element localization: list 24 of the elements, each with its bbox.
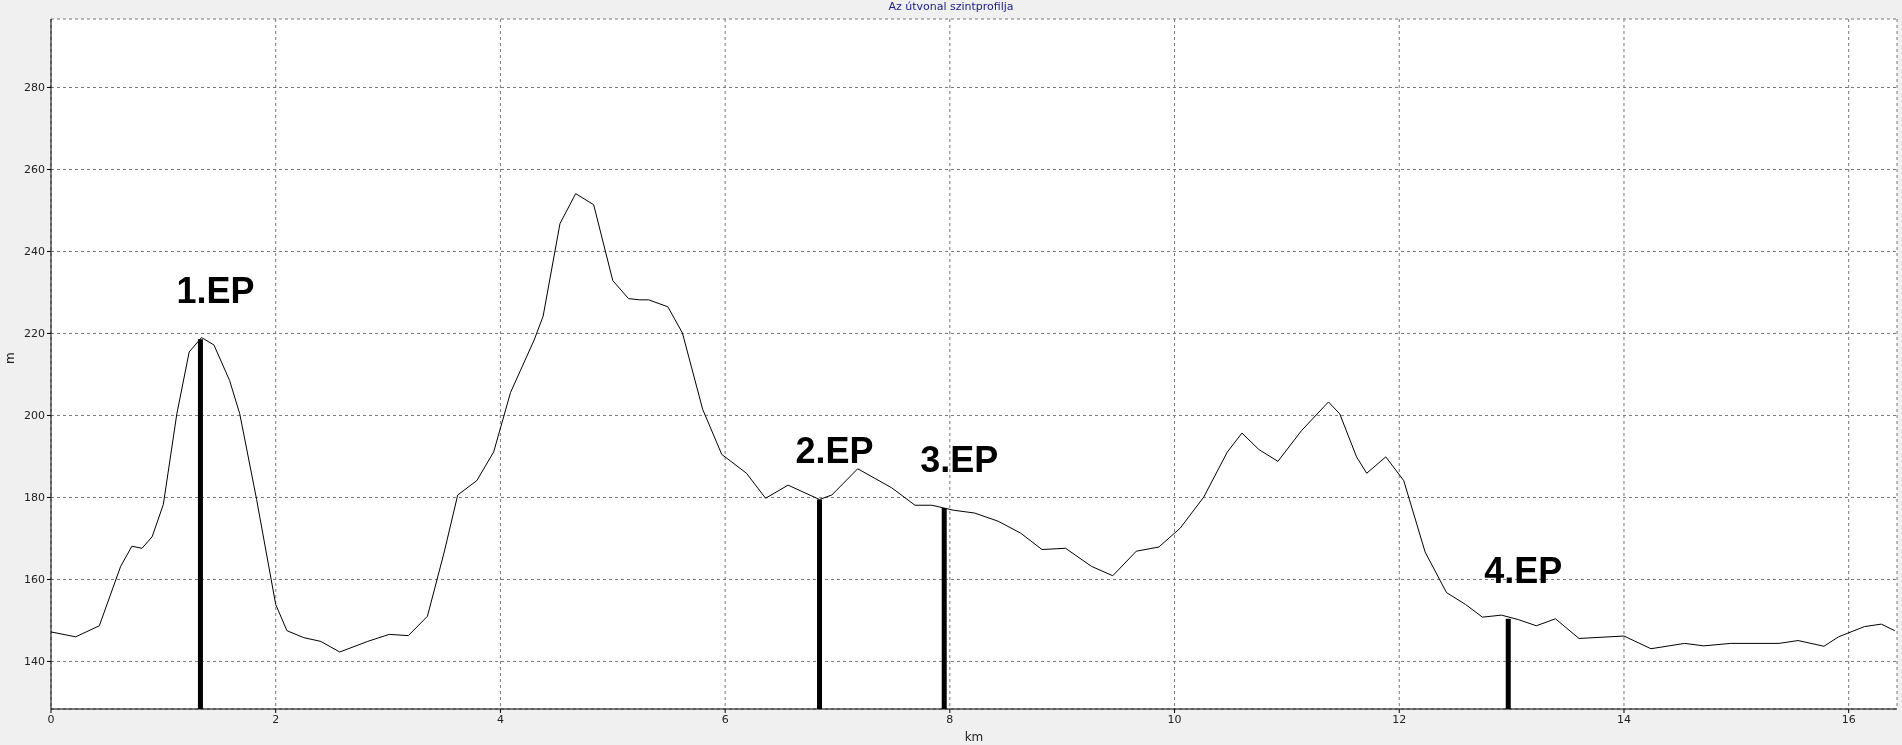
y-axis-title: m [3,352,18,364]
y-tick-label: 220 [24,327,45,341]
annotation: 2.EP [795,430,874,472]
x-tick-label: 4 [496,712,504,726]
x-tick-label: 14 [1616,712,1631,726]
y-tick-label: 140 [24,655,45,669]
x-tick-label: 12 [1392,712,1407,726]
x-tick-label: 6 [721,712,729,726]
y-tick-label: 160 [24,573,45,587]
y-tick-label: 240 [24,245,45,259]
annotation: 3.EP [920,439,999,481]
x-axis-title: km [964,730,984,744]
x-tick-label: 10 [1167,712,1182,726]
x-tick-label: 8 [946,712,954,726]
x-tick-label: 2 [272,712,280,726]
x-tick-label: 16 [1841,712,1856,726]
y-tick-label: 280 [24,81,45,95]
y-tick-label: 200 [24,409,45,423]
y-tick-label: 260 [24,163,45,177]
x-tick-label: 0 [47,712,55,726]
annotation: 1.EP [176,270,255,312]
y-tick-label: 180 [24,491,45,505]
chart-title: Az útvonal szintprofilja [887,0,1015,14]
annotation: 4.EP [1484,549,1563,591]
